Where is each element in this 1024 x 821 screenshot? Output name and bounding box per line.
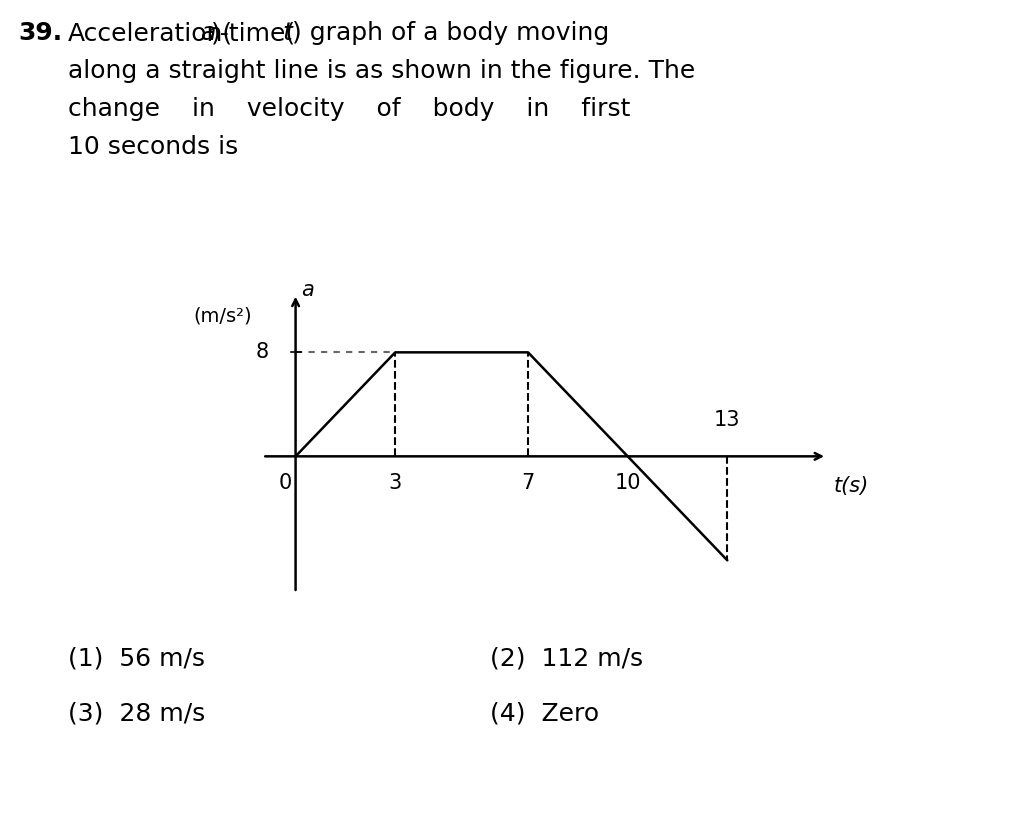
Text: ) graph of a body moving: ) graph of a body moving (293, 21, 609, 45)
Text: (3)  28 m/s: (3) 28 m/s (68, 701, 205, 725)
Text: t(s): t(s) (834, 476, 868, 496)
Text: 8: 8 (256, 342, 269, 362)
Text: (m/s²): (m/s²) (194, 306, 252, 325)
Text: 7: 7 (521, 473, 535, 493)
Text: (2)  112 m/s: (2) 112 m/s (490, 646, 643, 670)
Text: 10: 10 (614, 473, 641, 493)
Text: a: a (201, 21, 216, 45)
Text: 0: 0 (279, 473, 292, 493)
Text: (4)  Zero: (4) Zero (490, 701, 599, 725)
Text: 13: 13 (714, 410, 740, 430)
Text: t: t (283, 21, 292, 45)
Text: (1)  56 m/s: (1) 56 m/s (68, 646, 205, 670)
Text: 10 seconds is: 10 seconds is (68, 135, 239, 159)
Text: 3: 3 (388, 473, 401, 493)
Text: Acceleration(: Acceleration( (68, 21, 233, 45)
Text: 39.: 39. (18, 21, 62, 45)
Text: along a straight line is as shown in the figure. The: along a straight line is as shown in the… (68, 59, 695, 83)
Text: )-time(: )-time( (211, 21, 296, 45)
Text: a: a (301, 280, 313, 300)
Text: change    in    velocity    of    body    in    first: change in velocity of body in first (68, 97, 631, 121)
